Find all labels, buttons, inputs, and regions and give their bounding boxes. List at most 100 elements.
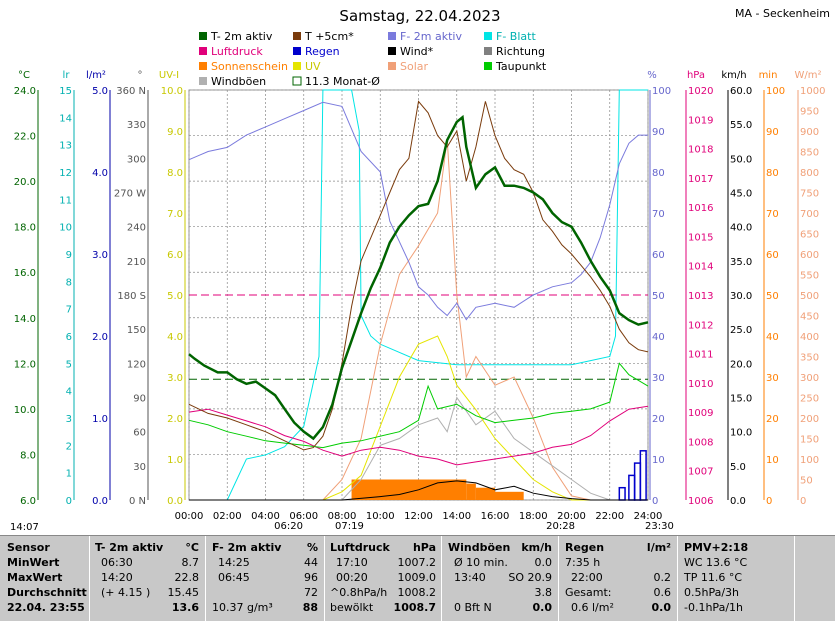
legend-swatch xyxy=(199,77,207,85)
rain-current-label: 0.6 l/m² xyxy=(571,601,614,614)
axis-unit-hpa: hPa xyxy=(687,70,705,81)
pmv-header: PMV+2:18 xyxy=(684,541,749,554)
x-tick-label: 16:00 xyxy=(481,511,510,522)
axis-tick-pct: 90 xyxy=(652,127,665,138)
temp-min-time: 06:30 xyxy=(101,556,133,569)
axis-tick-hpa: 1017 xyxy=(688,174,713,185)
press-max-time: 00:20 xyxy=(336,571,368,584)
axis-tick-lr: 6 xyxy=(66,332,72,343)
sensor-header: Sensor xyxy=(7,541,50,554)
axis-tick-hpa: 1008 xyxy=(688,437,713,448)
axis-tick-wm2: 100 xyxy=(800,455,819,466)
statistics-panel: Sensor MinWert MaxWert Durchschnitt 22.0… xyxy=(0,535,835,621)
axis-tick-kmh: 45.0 xyxy=(730,189,752,200)
legend-label: Sonnenschein xyxy=(211,60,288,73)
axis-tick-pct: 70 xyxy=(652,209,665,220)
axis-tick-wm2: 350 xyxy=(800,353,819,364)
rain-max-time: 22:00 xyxy=(571,571,603,584)
x-tick-label: 10:00 xyxy=(366,511,395,522)
axis-tick-hpa: 1013 xyxy=(688,291,713,302)
x-tick-label: 06:00 xyxy=(289,511,318,522)
current-timestamp: 22.04. 23:55 xyxy=(7,601,85,614)
axis-tick-uvi: 1.0 xyxy=(167,455,183,466)
axis-tick-wm2: 1000 xyxy=(800,86,825,97)
axis-tick-lr: 8 xyxy=(66,277,72,288)
legend-label: T +5cm* xyxy=(304,30,354,43)
axis-tick-lr: 9 xyxy=(66,250,72,261)
legend-swatch xyxy=(484,62,492,70)
legend-label: Windböen xyxy=(211,75,266,88)
series-line-taupunkt xyxy=(188,362,649,449)
axis-tick-min: 10 xyxy=(766,455,779,466)
axis-unit-temp: °C xyxy=(18,70,30,81)
wind-max-value: SO 20.9 xyxy=(508,571,552,584)
maxwert-label: MaxWert xyxy=(7,571,63,584)
temp-header: T- 2m aktiv xyxy=(95,541,164,554)
axis-tick-uvi: 3.0 xyxy=(167,373,183,384)
temp-max-time: 14:20 xyxy=(101,571,133,584)
rain-total-label: Gesamt: xyxy=(565,586,612,599)
pmv-column: PMV+2:18 WC 13.6 °C TP 11.6 °C 0.5hPa/3h… xyxy=(684,540,794,615)
x-tick-label: 04:00 xyxy=(251,511,280,522)
minwert-label: MinWert xyxy=(7,556,60,569)
axis-tick-hpa: 1014 xyxy=(688,262,713,273)
x-tick-label: 12:00 xyxy=(404,511,433,522)
series-line-t-5cm- xyxy=(188,100,649,451)
wind-beaufort: 0 Bft N xyxy=(454,601,492,614)
pressure-column: Luftdruck hPa 17:10 1007.2 00:20 1009.0 ^0.… xyxy=(330,540,436,615)
hum-min-value: 44 xyxy=(304,556,318,569)
axis-tick-pct: 20 xyxy=(652,414,665,425)
hum-header: F- 2m aktiv xyxy=(212,541,282,554)
axis-tick-dir: 270 W xyxy=(114,189,146,200)
sunshine-bar xyxy=(475,487,495,500)
press-min-time: 17:10 xyxy=(336,556,368,569)
axis-tick-dir: 90 xyxy=(133,394,146,405)
axis-tick-dir: 360 N xyxy=(116,86,146,97)
axis-tick-wm2: 200 xyxy=(800,414,819,425)
axis-tick-kmh: 15.0 xyxy=(730,394,752,405)
timestamp-left: 14:07 xyxy=(10,522,39,533)
temp-current-value: 13.6 xyxy=(171,601,199,614)
axis-tick-kmh: 50.0 xyxy=(730,154,752,165)
axis-tick-dir: 180 S xyxy=(117,291,146,302)
legend-swatch xyxy=(293,32,301,40)
axis-tick-uvi: 10.0 xyxy=(161,86,183,97)
axis-tick-lr: 2 xyxy=(66,441,72,452)
legend-swatch xyxy=(199,47,207,55)
axis-tick-wm2: 400 xyxy=(800,332,819,343)
axis-tick-dir: 120 xyxy=(127,359,146,370)
legend-label: Luftdruck xyxy=(211,45,263,58)
axis-tick-wm2: 50 xyxy=(800,476,813,487)
axis-tick-min: 20 xyxy=(766,414,779,425)
axis-tick-dir: 30 xyxy=(133,462,146,473)
chart-title: Samstag, 22.04.2023 xyxy=(339,7,500,25)
series-line-solar xyxy=(189,139,648,501)
x-tick-label: 08:00 xyxy=(328,511,357,522)
axis-tick-uvi: 7.0 xyxy=(167,209,183,220)
rain-header: Regen xyxy=(565,541,605,554)
axis-tick-kmh: 10.0 xyxy=(730,428,752,439)
axis-tick-hpa: 1009 xyxy=(688,408,713,419)
wind-unit: km/h xyxy=(521,541,552,554)
temperature-column: T- 2m aktiv °C 06:30 8.7 14:20 22.8 (+ 4.15… xyxy=(95,540,199,615)
wind-mean-value: 3.8 xyxy=(534,586,553,599)
axis-tick-wm2: 500 xyxy=(800,291,819,302)
axis-tick-uvi: 9.0 xyxy=(167,127,183,138)
series-line-uv xyxy=(189,335,648,501)
legend-label: UV xyxy=(305,60,321,73)
axis-unit-pct: % xyxy=(647,70,657,81)
axis-tick-lr: 12 xyxy=(59,168,72,179)
legend-swatch xyxy=(388,32,396,40)
axis-tick-dir: 210 xyxy=(127,257,146,268)
axis-tick-lr: 0 xyxy=(66,496,72,507)
x-tick-label: 20:00 xyxy=(557,511,586,522)
axis-tick-wm2: 750 xyxy=(800,189,819,200)
x-tick-label: 02:00 xyxy=(213,511,242,522)
axis-tick-min: 80 xyxy=(766,168,779,179)
pressure-trend-1h: -0.1hPa/1h xyxy=(684,601,743,614)
sunshine-bar xyxy=(466,483,476,500)
press-trend: ^0.8hPa/h xyxy=(330,586,388,599)
wind-max-time: 13:40 xyxy=(454,571,486,584)
axis-tick-wm2: 600 xyxy=(800,250,819,261)
axis-tick-pct: 80 xyxy=(652,168,665,179)
